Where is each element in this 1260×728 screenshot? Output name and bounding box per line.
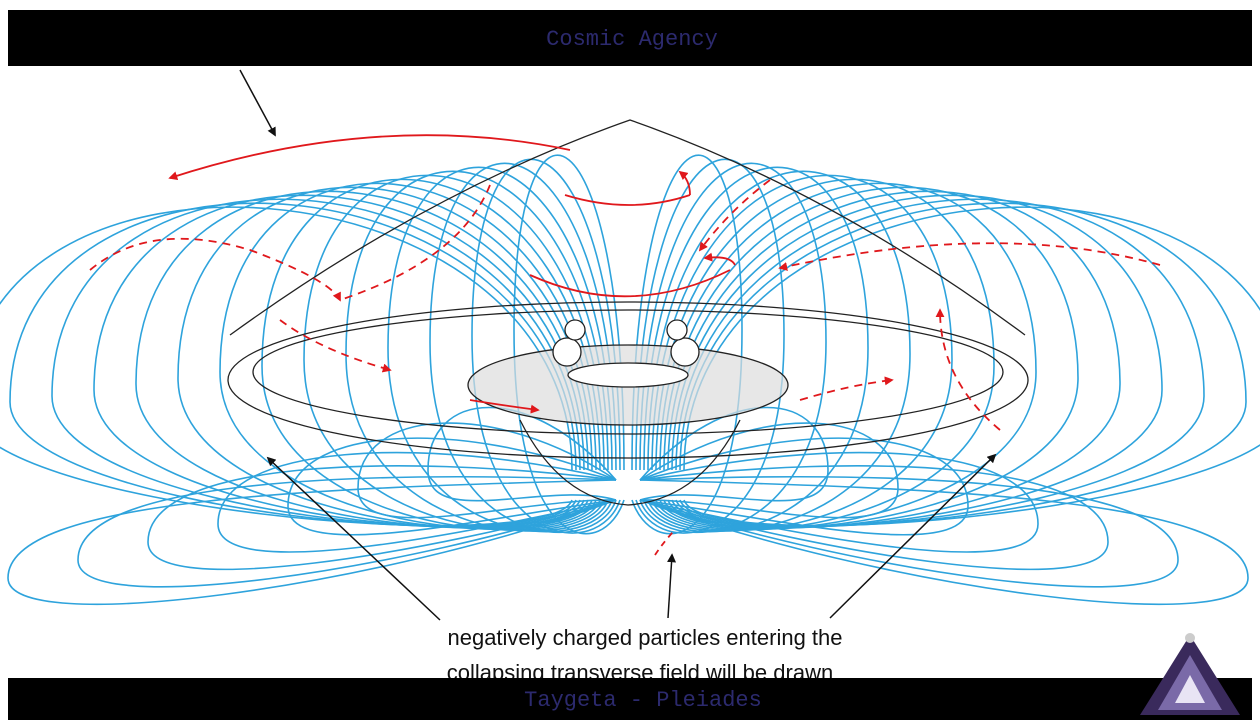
sphere xyxy=(667,320,687,340)
sphere xyxy=(565,320,585,340)
location-title: Taygeta - Pleiades xyxy=(524,688,762,713)
video-frame: negatively charged particles entering th… xyxy=(0,0,1260,728)
channel-title: Cosmic Agency xyxy=(546,27,718,52)
page: negatively charged particles entering th… xyxy=(0,0,1260,728)
sphere xyxy=(553,338,581,366)
sphere xyxy=(671,338,699,366)
torus-hole xyxy=(568,363,688,387)
logo-shape xyxy=(1185,633,1195,643)
caption-line: negatively charged particles entering th… xyxy=(447,625,842,650)
